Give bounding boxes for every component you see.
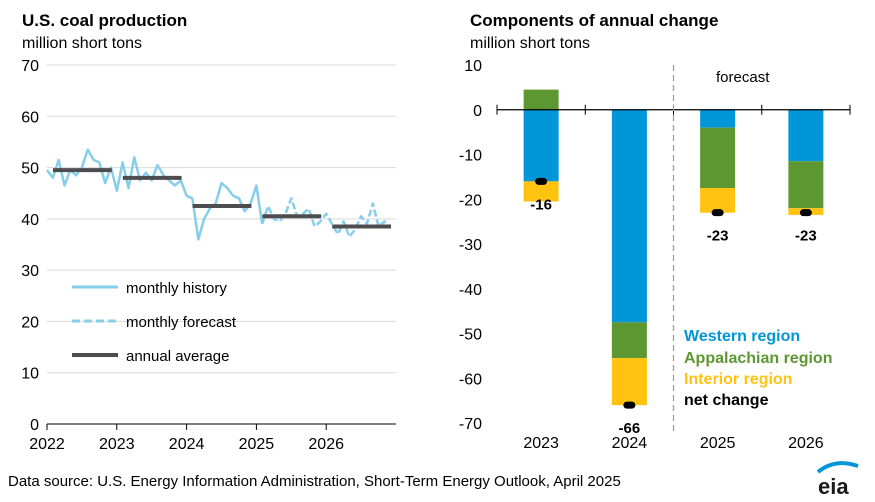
bar-appalachian-region <box>523 89 559 110</box>
net-change-label: -66 <box>619 420 641 437</box>
left-x-tick-label: 2023 <box>99 436 135 453</box>
right-y-tick-label: -70 <box>459 416 482 433</box>
right-y-tick-label: -30 <box>459 237 482 254</box>
net-change-marker <box>623 401 636 409</box>
left-y-tick-label: 30 <box>21 263 39 280</box>
right-legend: Western region Appalachian region Interi… <box>684 328 832 409</box>
right-y-tick-label: -60 <box>459 371 482 388</box>
left-y-tick-label: 10 <box>21 366 39 383</box>
right-chart-subtitle: million short tons <box>470 35 590 52</box>
right-x-tick-label: 2023 <box>523 435 559 452</box>
right-chart-title: Components of annual change <box>470 11 718 30</box>
left-x-tick-label: 2026 <box>308 436 344 453</box>
legend-label-annual-average: annual average <box>126 348 229 365</box>
net-change-label: -23 <box>795 228 817 245</box>
right-y-tick-label: 0 <box>473 103 482 120</box>
left-x-tick-label: 2022 <box>29 436 65 453</box>
right-y-tick-label: -50 <box>459 327 482 344</box>
left-x-tick-label: 2024 <box>169 436 205 453</box>
left-y-tick-label: 60 <box>21 109 39 126</box>
eia-logo-swoosh <box>816 461 859 474</box>
net-change-label: -23 <box>707 228 729 245</box>
left-y-tick-label: 50 <box>21 161 39 178</box>
right-y-tick-label: -10 <box>459 148 482 165</box>
left-y-tick-label: 70 <box>21 58 39 75</box>
legend-label-western-region: Western region <box>684 328 800 345</box>
net-change-marker <box>535 177 548 185</box>
right-x-tick-label: 2024 <box>612 435 648 452</box>
eia-logo: eia <box>816 461 859 499</box>
right-y-tick-label: 10 <box>464 58 482 75</box>
net-change-marker <box>711 209 724 217</box>
right-y-tick-label: -20 <box>459 192 482 209</box>
legend-label-net-change: net change <box>684 392 769 409</box>
left-legend: monthly history monthly forecast annual … <box>72 280 237 365</box>
net-change-marker <box>799 209 812 217</box>
bar-appalachian-region <box>700 127 736 189</box>
left-chart-title: U.S. coal production <box>22 11 187 30</box>
bar-western-region <box>700 109 736 128</box>
legend-label-monthly-forecast: monthly forecast <box>126 314 237 331</box>
left-plot-area: 0 10 20 30 40 50 60 70 2022 2023 2024 2025 2026 <box>21 58 396 453</box>
right-y-tick-label: -40 <box>459 282 482 299</box>
net-change-label: -16 <box>530 196 552 213</box>
bar-interior-region <box>700 188 736 213</box>
bar-interior-region <box>611 358 647 406</box>
bar-appalachian-region <box>611 322 647 359</box>
left-y-tick-label: 40 <box>21 212 39 229</box>
source-note: Data source: U.S. Energy Information Adm… <box>8 473 621 490</box>
legend-label-appalachian-region: Appalachian region <box>684 350 832 367</box>
bar-western-region <box>788 109 824 162</box>
left-y-tick-label: 0 <box>30 417 39 434</box>
left-x-tick-label: 2025 <box>239 436 275 453</box>
bar-western-region <box>523 109 559 182</box>
bar-interior-region <box>523 181 559 202</box>
bar-western-region <box>611 109 647 323</box>
left-chart-subtitle: million short tons <box>22 35 142 52</box>
eia-logo-text: eia <box>818 474 849 499</box>
forecast-label: forecast <box>716 69 770 86</box>
legend-label-interior-region: Interior region <box>684 371 792 388</box>
left-y-tick-label: 20 <box>21 314 39 331</box>
right-x-tick-label: 2025 <box>700 435 736 452</box>
series-monthly-history-line <box>46 148 264 241</box>
legend-label-monthly-history: monthly history <box>126 280 227 297</box>
right-x-tick-label: 2026 <box>788 435 824 452</box>
bar-appalachian-region <box>788 161 824 209</box>
